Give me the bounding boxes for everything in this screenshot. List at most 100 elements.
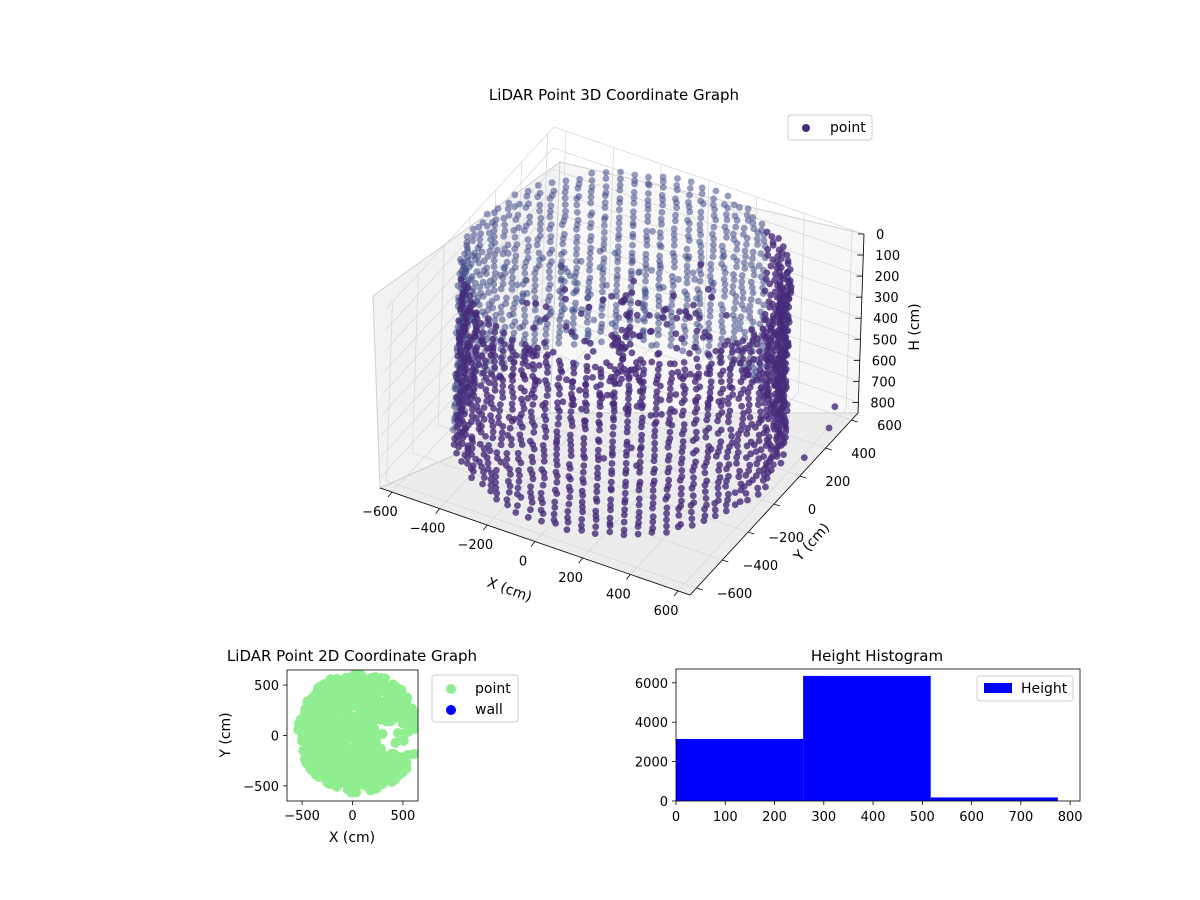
point-3d <box>750 332 758 339</box>
point-3d <box>531 294 539 302</box>
point-3d <box>632 370 640 378</box>
point-3d <box>762 412 770 420</box>
point-3d <box>516 431 524 439</box>
point-3d <box>621 496 629 504</box>
point-3d <box>508 285 516 293</box>
point-3d <box>757 384 765 392</box>
point-3d <box>556 390 563 398</box>
scatter-3d-plot: LiDAR Point 3D Coordinate Graph −600 −400… <box>362 86 923 619</box>
point-3d <box>725 412 733 420</box>
point-3d <box>477 319 484 327</box>
point-3d <box>674 175 681 182</box>
point-3d <box>487 400 495 408</box>
point-3d <box>578 487 586 495</box>
point-3d <box>646 328 654 335</box>
point-2d <box>309 709 320 720</box>
point-3d <box>461 369 468 377</box>
point-3d <box>485 321 493 328</box>
point-3d <box>655 302 663 310</box>
point-3d <box>684 232 692 240</box>
point-2d <box>373 761 384 772</box>
point-3d <box>537 489 545 497</box>
point-3d <box>651 439 659 447</box>
point-3d <box>616 206 623 214</box>
point-3d <box>730 201 738 209</box>
point-3d <box>746 414 754 421</box>
point-3d <box>506 311 514 319</box>
point-3d <box>779 243 787 251</box>
point-3d <box>725 418 732 426</box>
point-3d <box>717 426 725 434</box>
point-3d <box>753 460 761 468</box>
point-3d <box>756 320 764 328</box>
point-2d <box>387 748 397 759</box>
point-3d <box>648 358 656 366</box>
point-3d <box>761 465 768 473</box>
z-tick-label-3d: 800 <box>870 396 895 411</box>
point-3d <box>610 400 618 408</box>
point-3d <box>749 254 756 262</box>
point-3d <box>759 325 767 333</box>
point-3d <box>721 281 729 288</box>
point-3d <box>507 343 515 351</box>
point-3d <box>514 211 522 219</box>
point-3d <box>516 324 524 331</box>
point-3d <box>740 373 747 381</box>
legend-2d: point wall <box>431 674 519 723</box>
point-3d <box>683 268 691 275</box>
point-3d <box>583 318 591 326</box>
point-3d <box>463 242 471 249</box>
point-3d <box>761 399 768 407</box>
point-3d <box>736 325 744 333</box>
point-3d <box>651 452 658 460</box>
point-3d <box>607 496 615 503</box>
point-3d <box>692 385 700 393</box>
point-3d <box>566 431 574 439</box>
point-3d <box>636 451 644 459</box>
point-3d <box>666 435 674 442</box>
point-3d <box>668 273 676 280</box>
point-3d <box>680 426 688 434</box>
point-3d <box>562 323 570 330</box>
point-3d <box>588 209 596 217</box>
point-3d <box>499 347 507 355</box>
point-3d <box>717 353 725 361</box>
point-3d <box>763 269 771 277</box>
histogram-bar <box>803 675 931 801</box>
point-3d <box>530 348 538 356</box>
point-3d <box>750 271 758 279</box>
point-3d <box>784 268 792 276</box>
point-3d <box>509 388 516 396</box>
point-2d <box>354 696 365 707</box>
point-3d <box>678 455 686 462</box>
point-3d <box>715 497 722 504</box>
x-tick-label-hist: 200 <box>762 810 787 825</box>
point-3d <box>674 368 682 376</box>
point-3d <box>757 354 765 362</box>
point-3d <box>567 452 575 459</box>
point-3d <box>748 284 756 291</box>
y-tick-label-3d: 200 <box>825 475 850 490</box>
x-tick-label-3d: −200 <box>457 538 493 553</box>
point-3d <box>493 495 500 503</box>
point-3d <box>585 330 592 338</box>
point-3d <box>587 193 595 201</box>
point-3d <box>773 408 780 416</box>
point-3d <box>502 461 510 469</box>
point-3d <box>707 384 715 391</box>
point-3d <box>614 266 621 273</box>
point-3d <box>678 484 685 492</box>
point-3d <box>582 387 589 395</box>
point-3d <box>479 219 487 226</box>
point-3d <box>638 436 645 444</box>
point-3d <box>723 211 730 218</box>
point-3d <box>771 288 779 296</box>
point-3d <box>595 418 603 426</box>
point-3d <box>450 402 458 410</box>
point-3d <box>524 394 532 402</box>
point-3d <box>560 277 568 285</box>
point-3d <box>576 175 584 183</box>
point-3d <box>658 192 666 199</box>
point-3d <box>787 283 795 291</box>
point-3d <box>613 272 621 279</box>
